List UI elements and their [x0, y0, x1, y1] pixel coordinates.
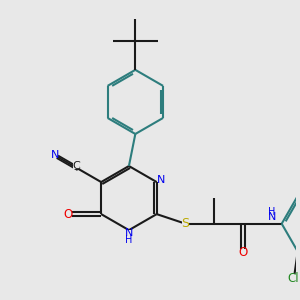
Text: S: S — [182, 217, 190, 230]
Text: N: N — [125, 228, 133, 238]
FancyBboxPatch shape — [158, 177, 165, 184]
FancyBboxPatch shape — [73, 162, 79, 169]
Text: O: O — [64, 208, 73, 220]
FancyBboxPatch shape — [126, 237, 132, 244]
Text: H: H — [268, 206, 276, 217]
FancyBboxPatch shape — [52, 151, 58, 158]
Text: N: N — [157, 176, 166, 185]
Text: O: O — [238, 246, 248, 259]
FancyBboxPatch shape — [288, 275, 298, 282]
FancyBboxPatch shape — [65, 211, 72, 218]
FancyBboxPatch shape — [182, 220, 189, 227]
Text: C: C — [72, 161, 80, 171]
Text: N: N — [51, 150, 59, 160]
Text: H: H — [125, 236, 133, 245]
FancyBboxPatch shape — [269, 214, 275, 221]
FancyBboxPatch shape — [126, 230, 132, 237]
FancyBboxPatch shape — [269, 208, 275, 215]
Text: Cl: Cl — [287, 272, 299, 285]
Text: N: N — [268, 212, 276, 222]
FancyBboxPatch shape — [240, 249, 246, 256]
